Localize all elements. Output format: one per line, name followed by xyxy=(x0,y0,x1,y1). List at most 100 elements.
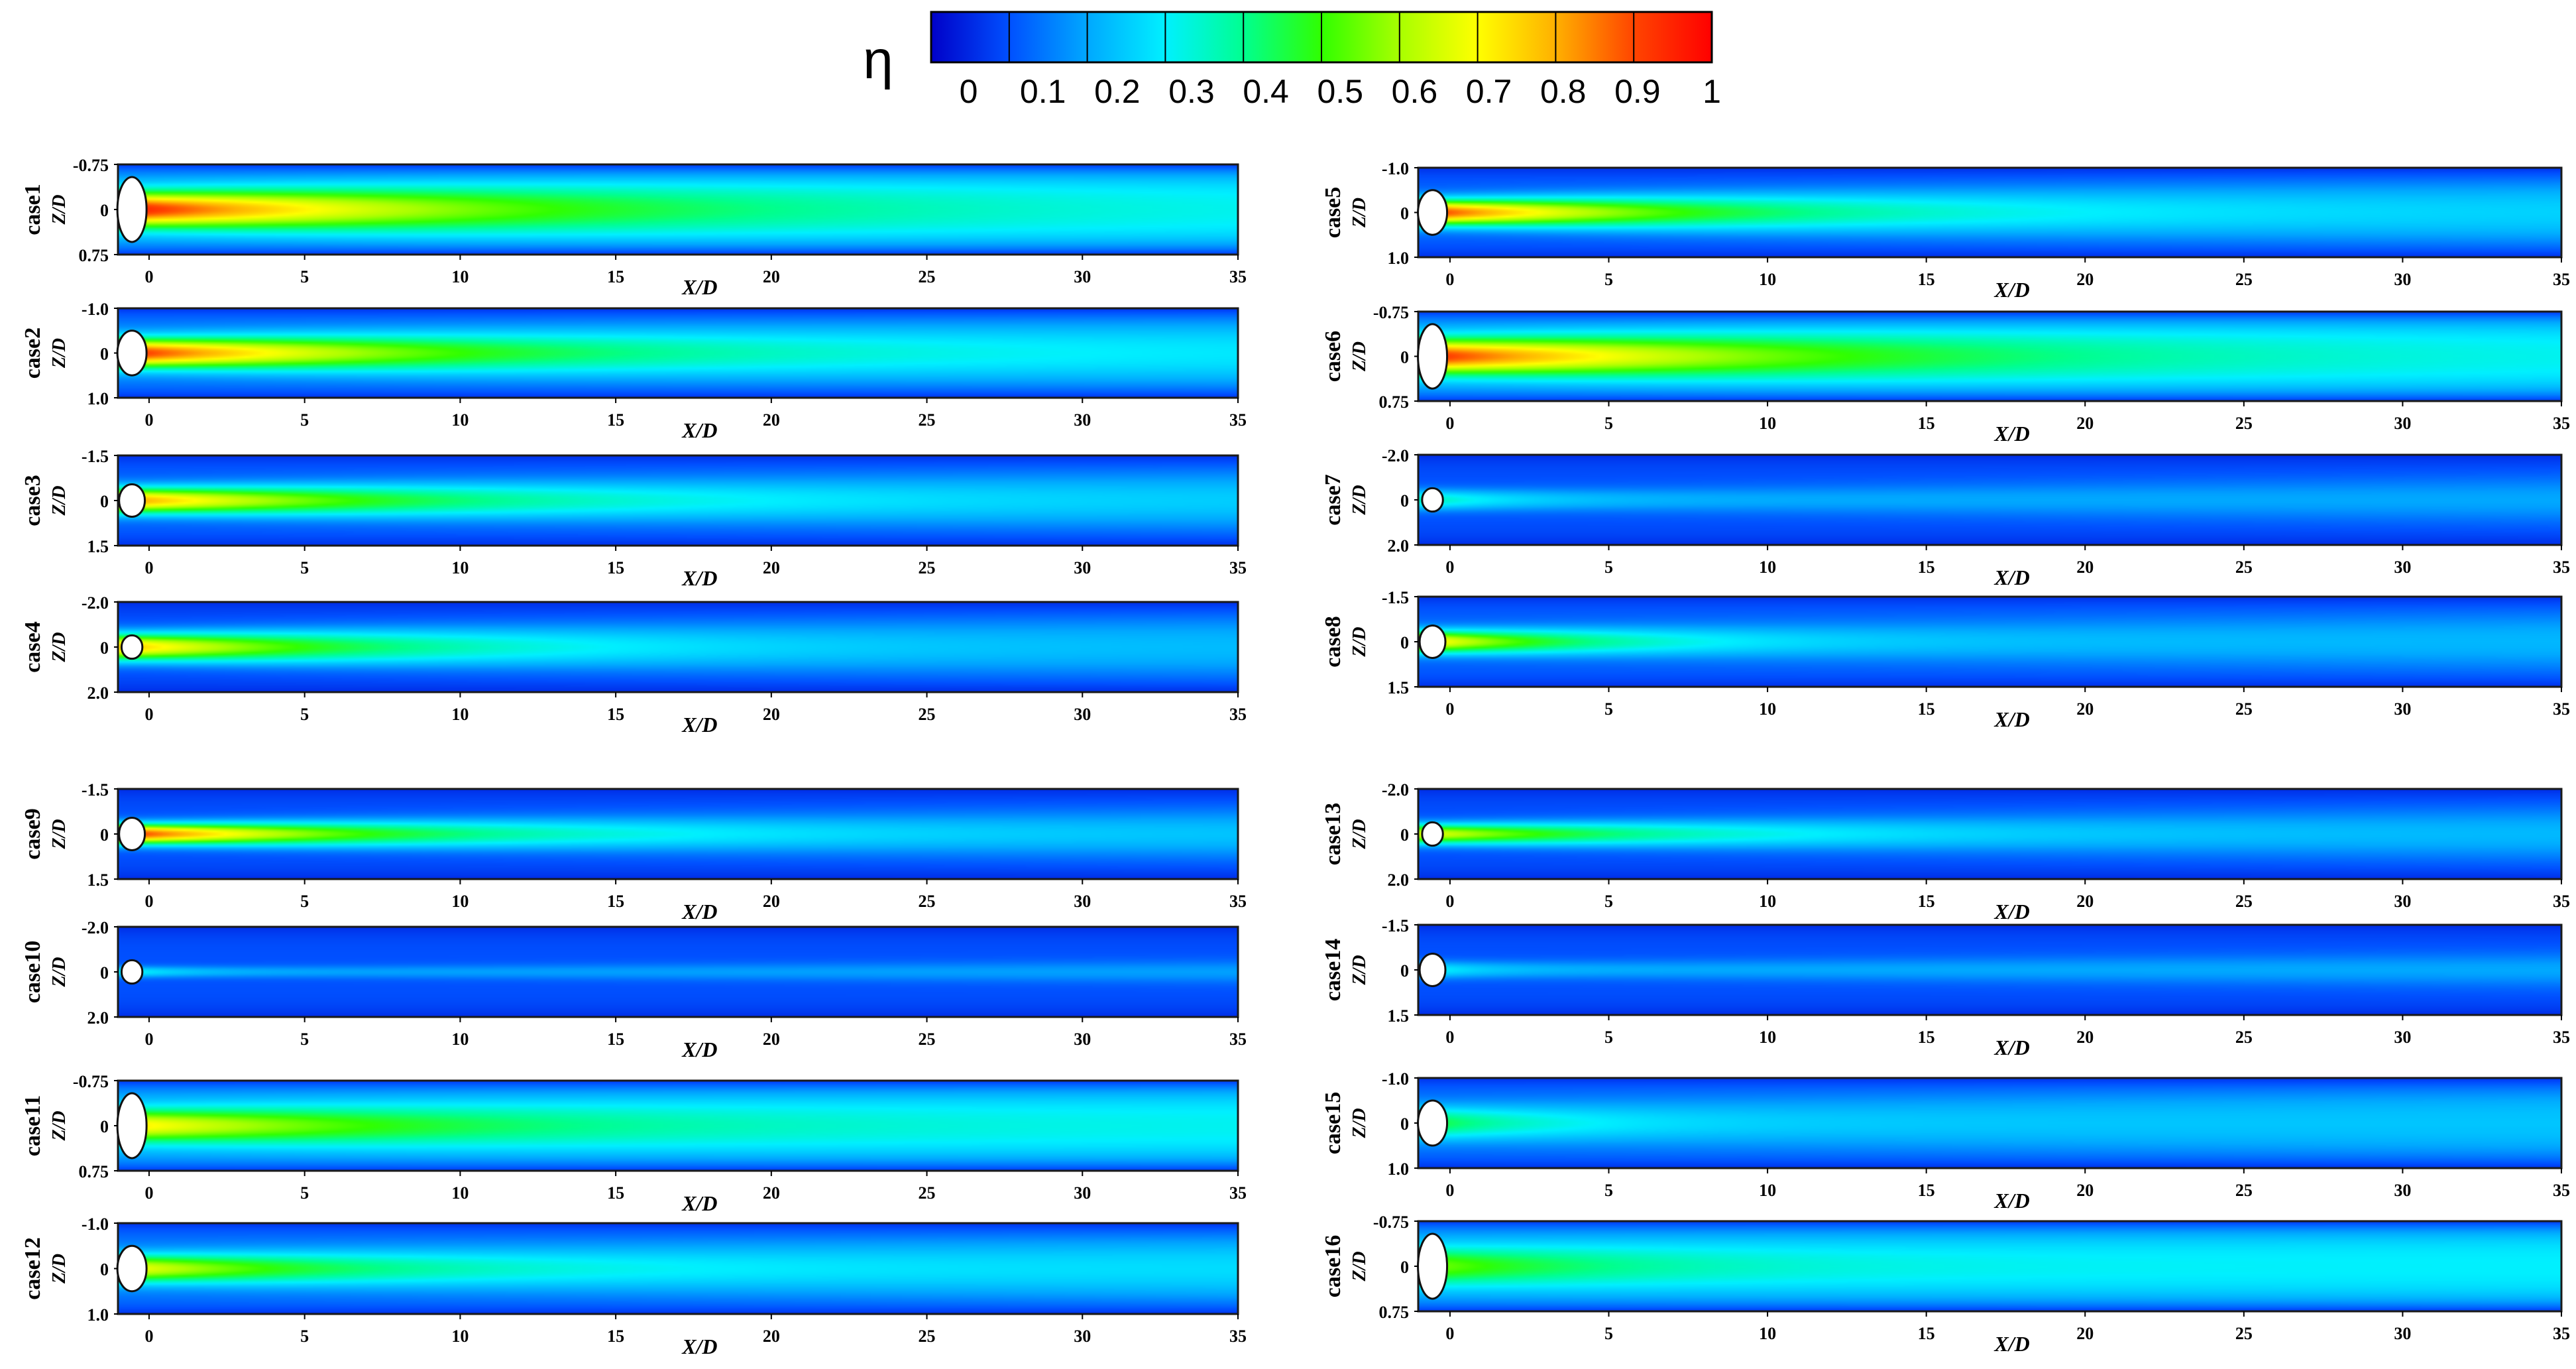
x-tick-label: 30 xyxy=(1074,558,1091,577)
x-tick-label: 30 xyxy=(2394,892,2411,911)
x-tick-label: 0 xyxy=(1445,558,1454,577)
y-tick-label: -2.0 xyxy=(82,593,109,613)
x-tick-label: 15 xyxy=(1918,1028,1935,1047)
x-tick-label: 0 xyxy=(144,705,153,724)
x-tick-label: 0 xyxy=(144,267,153,286)
contour-field xyxy=(1418,312,2561,401)
x-tick-label: 15 xyxy=(1918,558,1935,577)
y-axis-label: Z/D xyxy=(1349,1108,1370,1138)
y-tick-label: 0 xyxy=(1400,633,1409,652)
x-tick-label: 0 xyxy=(144,410,153,430)
x-tick-label: 35 xyxy=(1229,1327,1247,1346)
contour-field xyxy=(118,1081,1238,1171)
y-tick-label: 1.5 xyxy=(87,537,109,556)
y-tick-label: 1.0 xyxy=(1388,1160,1410,1179)
colorbar-tick-label: 1 xyxy=(1703,73,1721,110)
y-axis-label: Z/D xyxy=(49,485,70,516)
x-tick-label: 25 xyxy=(919,410,936,430)
case-label: case15 xyxy=(1321,1092,1345,1154)
y-axis-label: Z/D xyxy=(49,632,70,662)
y-tick-label: 1.0 xyxy=(1388,249,1410,268)
x-tick-label: 10 xyxy=(451,1183,469,1203)
y-tick-label: -1.5 xyxy=(1382,588,1409,607)
x-axis-label: X/D xyxy=(1993,1332,2029,1356)
x-tick-label: 10 xyxy=(1759,270,1776,289)
x-tick-label: 0 xyxy=(144,558,153,577)
x-tick-label: 15 xyxy=(1918,414,1935,433)
x-tick-label: 15 xyxy=(607,410,624,430)
x-tick-label: 15 xyxy=(607,892,624,911)
x-tick-label: 25 xyxy=(2235,1181,2253,1200)
colorbar-tick-label: 0.1 xyxy=(1020,73,1066,110)
x-tick-label: 35 xyxy=(1229,267,1247,286)
x-tick-label: 30 xyxy=(1074,1183,1091,1203)
y-tick-label: 2.0 xyxy=(87,1008,109,1028)
case-label: case2 xyxy=(21,327,45,379)
y-tick-label: 0 xyxy=(100,201,109,220)
x-tick-label: 20 xyxy=(763,410,780,430)
x-tick-label: 5 xyxy=(1604,1324,1613,1343)
y-tick-label: -0.75 xyxy=(1373,303,1409,322)
y-tick-label: 0 xyxy=(100,825,109,845)
x-tick-label: 5 xyxy=(300,705,309,724)
x-tick-label: 20 xyxy=(763,558,780,577)
x-tick-label: 20 xyxy=(2076,558,2094,577)
x-tick-label: 25 xyxy=(2235,270,2253,289)
case-label: case8 xyxy=(1321,616,1345,667)
x-tick-label: 10 xyxy=(1759,1181,1776,1200)
y-axis-label: Z/D xyxy=(49,1254,70,1284)
y-tick-label: -1.0 xyxy=(1382,159,1409,178)
case-label: case7 xyxy=(1321,474,1345,525)
case-label: case9 xyxy=(21,808,45,859)
y-tick-label: -1.0 xyxy=(82,1215,109,1234)
x-tick-label: 20 xyxy=(2076,892,2094,911)
x-tick-label: 10 xyxy=(451,1030,469,1049)
x-tick-label: 15 xyxy=(1918,270,1935,289)
y-axis-label: Z/D xyxy=(1349,341,1370,372)
y-tick-label: 0 xyxy=(1400,204,1409,223)
x-tick-label: 0 xyxy=(144,1030,153,1049)
colorbar-dividers xyxy=(1008,12,1635,62)
x-tick-label: 35 xyxy=(1229,410,1247,430)
x-tick-label: 30 xyxy=(2394,1028,2411,1047)
y-tick-label: 0 xyxy=(100,492,109,511)
y-tick-label: 2.0 xyxy=(87,684,109,703)
cooling-hole xyxy=(1421,487,1444,513)
y-tick-label: 0 xyxy=(1400,348,1409,367)
x-tick-label: 30 xyxy=(1074,705,1091,724)
case-label: case1 xyxy=(21,184,45,235)
contour-field xyxy=(1418,1221,2561,1311)
x-tick-label: 25 xyxy=(919,1183,936,1203)
cooling-hole xyxy=(1421,821,1444,847)
cooling-hole xyxy=(1417,323,1449,390)
y-tick-label: 1.5 xyxy=(87,870,109,890)
y-tick-label: -0.75 xyxy=(1373,1213,1409,1232)
cooling-hole xyxy=(120,634,144,660)
contour-field xyxy=(1418,925,2561,1015)
y-axis-label: Z/D xyxy=(1349,819,1370,849)
x-tick-label: 30 xyxy=(2394,699,2411,719)
x-tick-label: 10 xyxy=(451,1327,469,1346)
x-tick-label: 5 xyxy=(300,267,309,286)
x-tick-label: 30 xyxy=(1074,892,1091,911)
x-tick-label: 20 xyxy=(763,1327,780,1346)
x-tick-label: 10 xyxy=(451,267,469,286)
cooling-hole xyxy=(116,1244,148,1293)
y-axis-label: Z/D xyxy=(49,194,70,225)
y-tick-label: -1.5 xyxy=(1382,916,1409,935)
case-label: case13 xyxy=(1321,803,1345,865)
cooling-hole xyxy=(1417,189,1449,236)
x-tick-label: 35 xyxy=(2553,699,2570,719)
x-tick-label: 0 xyxy=(144,892,153,911)
x-tick-label: 5 xyxy=(1604,270,1613,289)
x-tick-label: 20 xyxy=(763,1030,780,1049)
case-label: case3 xyxy=(21,475,45,526)
x-axis-label: X/D xyxy=(681,275,717,299)
